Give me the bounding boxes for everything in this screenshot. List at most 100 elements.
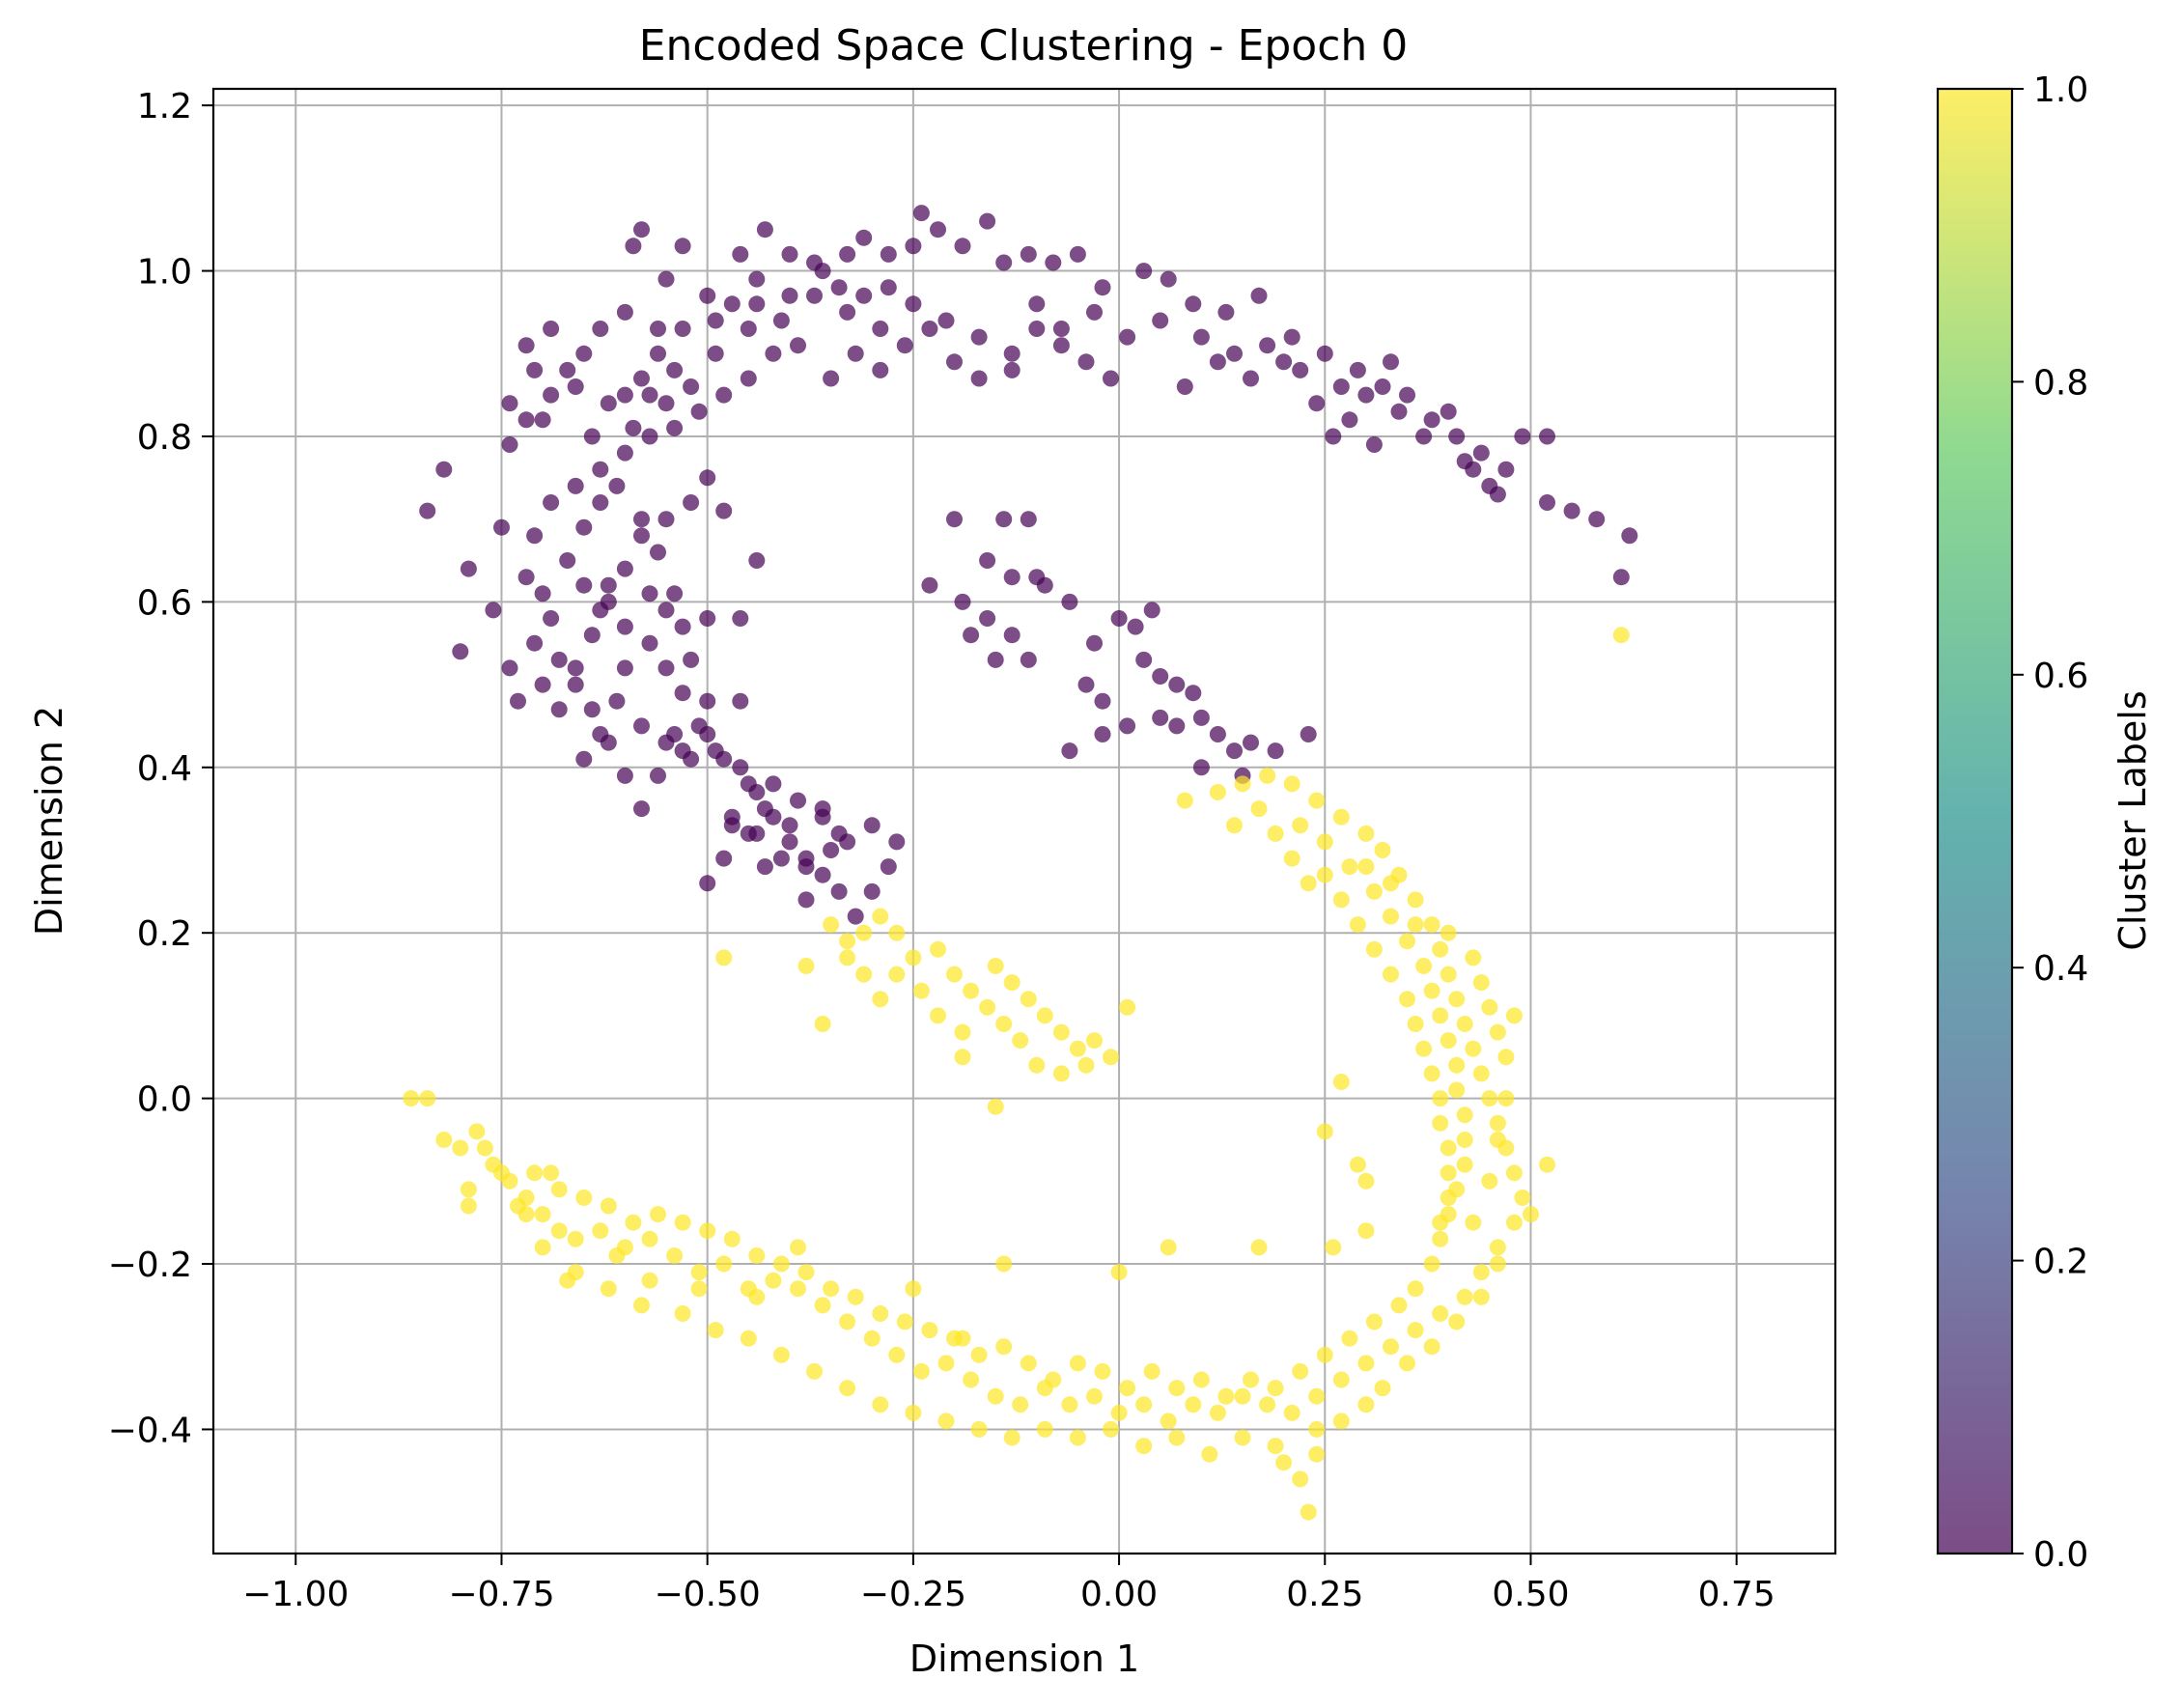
scatter-point-cluster-1	[987, 1098, 1004, 1115]
scatter-point-cluster-1	[905, 1280, 922, 1298]
scatter-point-cluster-1	[912, 982, 930, 999]
colorbar-label: Cluster Labels	[2111, 690, 2154, 950]
scatter-point-cluster-0	[1325, 428, 1342, 445]
scatter-point-cluster-0	[756, 800, 773, 818]
scatter-point-cluster-1	[550, 1181, 568, 1198]
scatter-point-cluster-0	[674, 742, 691, 760]
scatter-point-cluster-1	[1465, 1040, 1482, 1057]
scatter-point-cluster-0	[1226, 742, 1243, 760]
scatter-point-cluster-0	[1267, 742, 1284, 760]
scatter-point-cluster-0	[1135, 651, 1153, 668]
scatter-point-cluster-1	[666, 1247, 684, 1264]
scatter-point-cluster-0	[534, 411, 551, 429]
scatter-point-cluster-0	[995, 511, 1013, 528]
scatter-point-cluster-1	[625, 1214, 642, 1231]
scatter-point-cluster-0	[1250, 287, 1268, 304]
scatter-point-cluster-1	[1308, 792, 1326, 809]
scatter-point-cluster-1	[790, 1239, 806, 1256]
scatter-point-cluster-0	[657, 602, 675, 619]
scatter-point-cluster-0	[1020, 245, 1037, 263]
scatter-point-cluster-1	[1456, 1106, 1473, 1124]
scatter-point-cluster-0	[748, 552, 766, 569]
scatter-point-cluster-1	[1341, 1330, 1358, 1347]
scatter-point-cluster-0	[880, 858, 897, 876]
scatter-point-cluster-0	[1061, 742, 1078, 760]
scatter-point-cluster-0	[748, 825, 766, 842]
colorbar-frame	[1936, 87, 2014, 1555]
scatter-point-cluster-0	[616, 386, 633, 404]
scatter-point-cluster-1	[1489, 1023, 1506, 1041]
scatter-point-cluster-0	[657, 395, 675, 412]
y-tick-label: 0.4	[137, 749, 192, 789]
scatter-point-cluster-1	[1399, 991, 1415, 1008]
scatter-point-cluster-1	[1267, 1380, 1284, 1397]
scatter-point-cluster-0	[583, 701, 601, 718]
scatter-point-cluster-1	[1497, 1049, 1515, 1066]
scatter-point-cluster-0	[1077, 353, 1095, 371]
scatter-point-cluster-1	[979, 998, 996, 1016]
scatter-point-cluster-1	[1357, 1172, 1375, 1190]
scatter-point-cluster-1	[954, 1330, 971, 1347]
scatter-point-cluster-0	[979, 212, 996, 230]
scatter-point-cluster-0	[592, 726, 609, 742]
scatter-point-cluster-1	[1069, 1040, 1086, 1057]
scatter-point-cluster-1	[765, 1272, 782, 1289]
scatter-point-cluster-0	[419, 502, 436, 519]
scatter-point-cluster-0	[600, 395, 617, 412]
scatter-point-cluster-0	[550, 651, 568, 668]
scatter-point-cluster-0	[616, 659, 633, 677]
scatter-point-cluster-1	[723, 1230, 741, 1247]
scatter-point-cluster-0	[567, 477, 584, 494]
scatter-point-cluster-1	[1383, 875, 1399, 892]
scatter-point-cluster-1	[970, 1420, 988, 1438]
scatter-point-cluster-0	[732, 692, 749, 710]
scatter-point-cluster-0	[625, 419, 642, 436]
scatter-point-cluster-1	[435, 1132, 453, 1148]
scatter-point-cluster-0	[1300, 726, 1317, 742]
scatter-point-cluster-1	[1432, 1007, 1449, 1024]
scatter-point-cluster-1	[1308, 1387, 1326, 1405]
scatter-point-cluster-1	[748, 1288, 766, 1305]
scatter-point-cluster-0	[715, 850, 733, 867]
scatter-point-cluster-1	[905, 1404, 922, 1421]
scatter-point-cluster-0	[1539, 494, 1555, 511]
scatter-point-cluster-0	[872, 321, 889, 337]
scatter-point-cluster-1	[1465, 949, 1482, 966]
scatter-point-cluster-1	[1432, 1214, 1449, 1231]
scatter-point-cluster-1	[1505, 1007, 1523, 1024]
scatter-point-cluster-1	[699, 1222, 716, 1240]
scatter-point-cluster-1	[995, 1255, 1013, 1273]
scatter-point-cluster-0	[1612, 569, 1630, 586]
scatter-point-cluster-1	[1440, 1164, 1457, 1182]
scatter-point-cluster-0	[1374, 378, 1391, 395]
scatter-point-cluster-1	[823, 916, 840, 934]
scatter-point-cluster-0	[699, 692, 716, 710]
scatter-point-cluster-0	[517, 337, 535, 354]
scatter-point-cluster-0	[641, 634, 658, 652]
scatter-point-cluster-0	[1497, 461, 1515, 478]
scatter-point-cluster-1	[1234, 1387, 1251, 1405]
scatter-point-cluster-0	[970, 328, 988, 346]
scatter-point-cluster-0	[1563, 502, 1580, 519]
scatter-point-cluster-1	[1489, 1239, 1506, 1256]
scatter-point-cluster-1	[1432, 940, 1449, 958]
scatter-point-cluster-0	[543, 494, 560, 511]
scatter-point-cluster-1	[1612, 627, 1630, 644]
scatter-point-cluster-1	[1217, 1387, 1235, 1405]
scatter-point-cluster-0	[806, 254, 823, 271]
scatter-point-cluster-1	[1489, 1114, 1506, 1132]
scatter-point-cluster-1	[1349, 1156, 1366, 1173]
scatter-point-cluster-0	[657, 511, 675, 528]
scatter-point-cluster-0	[1086, 634, 1103, 652]
scatter-point-cluster-1	[559, 1272, 576, 1289]
scatter-point-cluster-1	[1168, 1429, 1186, 1446]
scatter-point-cluster-0	[575, 750, 593, 768]
scatter-point-cluster-1	[1325, 1239, 1342, 1256]
y-tick-label: 1.2	[137, 87, 192, 126]
scatter-point-cluster-1	[1357, 1396, 1375, 1414]
scatter-point-cluster-0	[650, 544, 666, 561]
scatter-point-cluster-0	[592, 602, 609, 619]
scatter-point-cluster-1	[641, 1230, 658, 1247]
scatter-point-cluster-1	[1374, 1380, 1391, 1397]
